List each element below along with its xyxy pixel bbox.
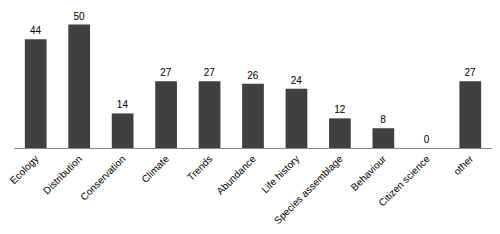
svg-text:Trends: Trends <box>185 153 215 183</box>
svg-text:Citizen science: Citizen science <box>376 153 432 209</box>
svg-text:other: other <box>451 153 475 177</box>
svg-text:Life history: Life history <box>259 153 301 195</box>
svg-text:27: 27 <box>160 67 172 78</box>
svg-text:Species assemblage: Species assemblage <box>272 153 345 226</box>
svg-text:8: 8 <box>380 114 386 125</box>
svg-text:Conservation: Conservation <box>78 153 127 202</box>
svg-text:26: 26 <box>247 70 259 81</box>
svg-text:Distribution: Distribution <box>41 153 84 196</box>
svg-text:50: 50 <box>73 11 85 22</box>
svg-text:14: 14 <box>117 99 129 110</box>
svg-text:24: 24 <box>291 75 303 86</box>
svg-text:27: 27 <box>464 67 476 78</box>
svg-text:Behaviour: Behaviour <box>349 153 389 193</box>
svg-text:Ecology: Ecology <box>8 153 41 186</box>
svg-text:Climate: Climate <box>139 153 171 185</box>
svg-text:12: 12 <box>334 104 346 115</box>
svg-text:0: 0 <box>424 134 430 145</box>
svg-text:Abundance: Abundance <box>214 153 258 197</box>
svg-text:44: 44 <box>30 25 42 36</box>
svg-text:27: 27 <box>204 67 216 78</box>
